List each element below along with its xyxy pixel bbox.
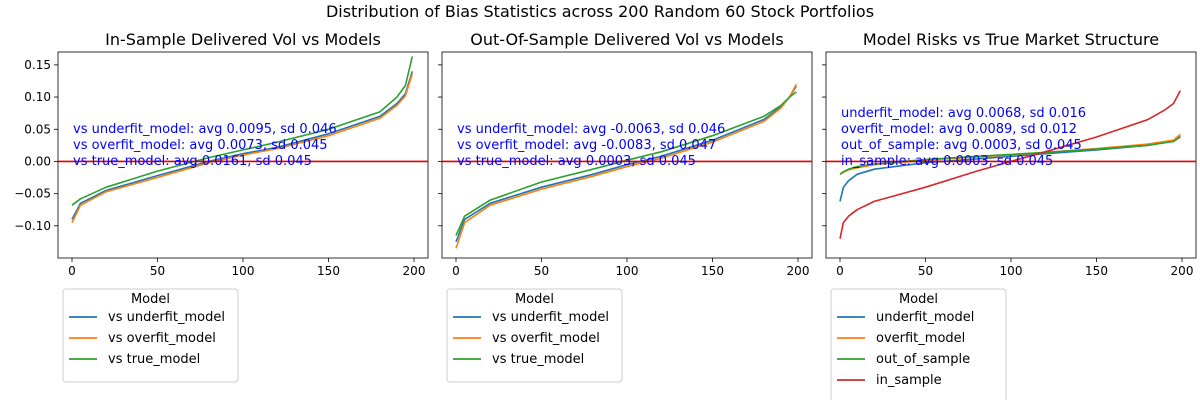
series-line [71,73,414,223]
panel-title: Model Risks vs True Market Structure [863,30,1159,49]
y-tick-label: 0.10 [24,90,51,104]
x-tick-label: 100 [232,264,255,278]
legend-title: Model [131,292,170,307]
stats-annotation: vs overfit_model: avg 0.0073, sd 0.045 [73,138,328,153]
x-tick-label: 150 [1085,264,1108,278]
legend-title: Model [899,292,938,307]
series-line [71,71,414,220]
stats-annotation: underfit_model: avg 0.0068, sd 0.016 [841,106,1086,121]
stats-annotation: in_sample: avg 0.0003, sd 0.045 [841,154,1053,169]
x-tick-label: 0 [68,264,76,278]
stats-annotation: vs overfit_model: avg -0.0083, sd 0.047 [457,138,716,153]
legend-item: vs underfit_model [492,310,609,325]
legend-item: vs overfit_model [108,331,216,346]
x-tick-label: 50 [150,264,165,278]
series-line [839,136,1181,175]
stats-annotation: vs true_model: avg 0.0161, sd 0.045 [73,154,312,169]
series-line [455,91,797,236]
legend-item: vs true_model [492,352,584,367]
legend-title: Model [515,292,554,307]
legend-item: in_sample [876,373,942,388]
chart-panel-1: In-Sample Delivered Vol vs Models 0 50 100 1… [14,30,429,383]
chart-panel-3: Model Risks vs True Market Structure 0 50 1… [822,30,1197,400]
legend-box [830,288,1007,400]
x-tick-label: 150 [701,264,724,278]
legend-item: vs underfit_model [108,310,225,325]
x-tick-label: 50 [918,264,933,278]
legend: Model underfit_model overfit_model out_of_s… [830,288,1007,400]
legend-item: overfit_model [876,331,965,346]
x-tick-label: 0 [452,264,460,278]
series-line [71,56,414,206]
stats-annotation: out_of_sample: avg 0.0003, sd 0.045 [841,138,1082,153]
legend-item: underfit_model [876,310,974,325]
series-line [455,83,798,249]
x-tick-label: 200 [787,264,810,278]
stats-annotation: overfit_model: avg 0.0089, sd 0.012 [841,122,1077,137]
figure-title: Distribution of Bias Statistics across 2… [325,2,875,21]
y-tick-label: 0.00 [24,154,51,168]
y-tick-label: 0.15 [24,58,51,72]
panel-title: Out-Of-Sample Delivered Vol vs Models [470,30,783,49]
legend-box [446,288,623,383]
legend-item: out_of_sample [876,352,970,367]
y-tick-label: −0.10 [14,219,51,233]
y-tick-label: 0.05 [24,122,51,136]
series-line [839,90,1182,239]
stats-annotation: vs true_model: avg 0.0003, sd 0.045 [457,154,696,169]
x-tick-label: 0 [836,264,844,278]
stats-annotation: vs underfit_model: avg 0.0095, sd 0.046 [73,122,337,137]
x-tick-label: 150 [317,264,340,278]
stats-annotation: vs underfit_model: avg -0.0063, sd 0.046 [457,122,725,137]
x-tick-label: 100 [616,264,639,278]
x-tick-label: 200 [1171,264,1194,278]
chart-panel-2: Out-Of-Sample Delivered Vol vs Models 0 50… [438,30,813,383]
y-tick-label: −0.05 [14,187,51,201]
legend-box [62,288,239,383]
panel-title: In-Sample Delivered Vol vs Models [105,30,381,49]
legend-item: vs overfit_model [492,331,600,346]
x-tick-label: 50 [534,264,549,278]
x-tick-label: 200 [403,264,426,278]
legend-item: vs true_model [108,352,200,367]
x-tick-label: 100 [1000,264,1023,278]
